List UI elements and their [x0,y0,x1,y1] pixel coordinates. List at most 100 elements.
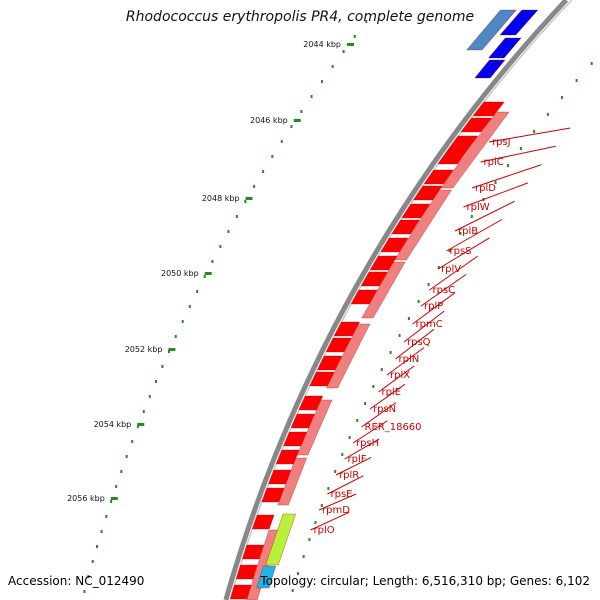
outer-tick [105,515,108,518]
gene-block [474,59,506,79]
leader-line [437,237,490,270]
outer-tick [320,80,323,83]
outer-tick [161,365,164,368]
cds-gene [283,431,308,447]
gene-label: rplN [399,354,420,365]
inner-tick [437,266,440,269]
cds-gene [268,469,292,485]
outer-tick [174,335,177,338]
kbp-tick [137,423,145,426]
outer-tick [188,305,191,308]
outer-tick [211,260,214,263]
cds-gene [380,237,409,253]
kbp-tick [347,43,355,46]
leader-line [420,273,467,307]
inner-tick [320,504,323,507]
gene-label: rplO [314,525,335,536]
inner-tick [348,436,351,439]
outer-tick [100,530,103,533]
inner-tick [575,79,578,82]
outer-tick [353,35,356,38]
leader-line [378,365,415,393]
inner-tick [448,249,451,252]
kbp-scale: 2044 kbp 2046 kbp 2048 kbp 2050 kbp 2052 kbp… [67,40,355,503]
inner-tick [372,385,375,388]
outer-tick [271,155,274,158]
leader-line [361,402,397,428]
leader-line [446,219,503,252]
leader-line [454,200,515,232]
leader-line [471,164,542,189]
outer-tick [125,455,128,458]
kbp-tick [110,497,118,500]
kbp-tick [245,197,253,200]
pale-gene-lane [394,189,452,261]
kbp-label: 2050 kbp [161,269,199,278]
outer-tick [365,20,368,23]
outer-tick [87,575,90,578]
map-title: Rhodococcus erythropolis PR4, complete g… [125,9,475,25]
inner-tick [302,555,305,558]
gene-label: rpmC [416,319,443,330]
inner-tick [364,402,367,405]
kbp-label: 2048 kbp [202,194,240,203]
cds-gene [317,355,343,371]
inner-tick [427,283,430,286]
inner-tick [389,351,392,354]
inner-tick [398,334,401,337]
outer-tick [331,65,334,68]
outer-tick [155,380,158,383]
leader-line [463,182,529,208]
cds-gene [360,271,388,287]
outer-tick [96,545,99,548]
leader-line [310,511,350,531]
accession-footer: Accession: NC_012490 [8,574,145,588]
gene-label: rpsN [373,404,396,415]
gene-label: rplP [424,301,443,312]
gene-block [256,565,277,589]
leader-line [403,310,445,343]
outer-tick [142,410,145,413]
gene-block [265,513,297,566]
cds-gene [460,117,493,133]
cds-gene [350,289,378,305]
cds-gene [437,149,468,165]
gene-label: rplD [475,183,496,194]
inner-tick [334,470,337,473]
leader-line [318,493,357,511]
outer-tick [300,110,303,113]
pale-gene-lane [277,457,307,506]
inner-tick [291,589,294,592]
gene-label: RER_18660 [365,422,422,433]
inner-tick [459,232,462,235]
inner-tick [297,572,300,575]
inner-tick [590,62,593,65]
cds-gene [423,169,454,185]
outer-tick [83,590,86,593]
genome-stats-footer: Topology: circular; Length: 6,516,310 bp… [260,574,590,588]
gene-label: rpsS [450,246,472,257]
inner-tick [407,317,410,320]
leader-line [429,255,478,291]
inner-tick [519,147,522,150]
gene-block [488,37,522,59]
inner-tick [494,181,497,184]
gene-features [230,9,539,600]
kbp-label: 2052 kbp [125,345,163,354]
outer-tick [227,230,230,233]
outer-tick-track [83,20,368,593]
gene-label-list: rpsJrplCrplDrplWrplBrpsSrplVrpsCrplPrpmC… [310,127,571,536]
outer-tick [219,245,222,248]
inner-tick [417,300,420,303]
outer-tick [253,185,256,188]
outer-tick [167,350,170,353]
outer-tick [181,320,184,323]
gene-block [499,9,539,36]
gene-label: rplB [458,226,478,237]
gene-label: rplC [484,157,504,168]
pale-gene-lane [361,261,406,319]
inner-tick [314,521,317,524]
kbp-tick [168,348,176,351]
inner-tick [327,487,330,490]
